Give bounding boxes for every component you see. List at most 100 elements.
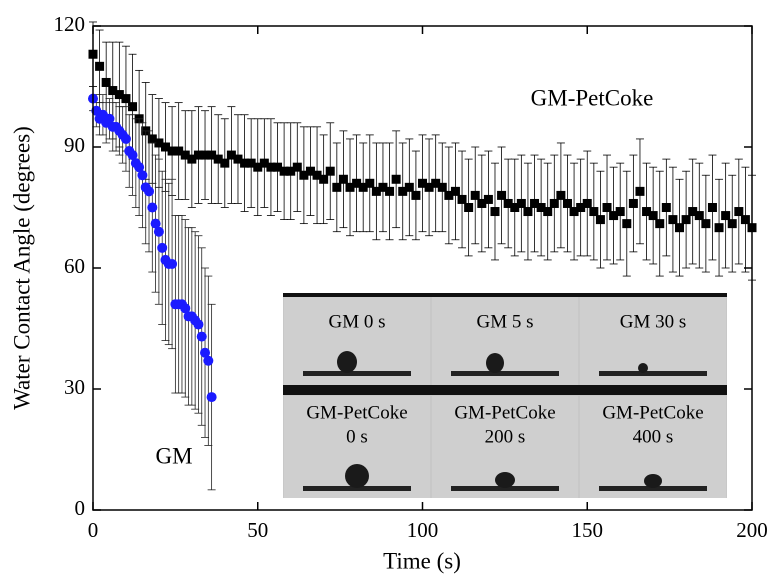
- x-tick-label: 0: [88, 518, 99, 542]
- point: [727, 219, 737, 229]
- point: [497, 190, 507, 200]
- point: [661, 203, 671, 212]
- photo-band: [431, 293, 579, 297]
- point: [734, 207, 744, 217]
- y-tick-label: 90: [64, 133, 85, 157]
- droplet: [486, 353, 504, 373]
- point: [200, 150, 210, 160]
- photo: [580, 293, 726, 395]
- point: [160, 142, 170, 152]
- point: [134, 162, 145, 173]
- point: [569, 207, 579, 217]
- point: [193, 150, 203, 160]
- point: [312, 170, 322, 180]
- droplet: [638, 363, 648, 373]
- point: [286, 166, 296, 176]
- point: [707, 203, 717, 212]
- point: [602, 203, 612, 212]
- point: [207, 150, 217, 160]
- point: [385, 186, 395, 196]
- point: [398, 186, 408, 196]
- point: [187, 154, 197, 164]
- photo: [432, 293, 578, 395]
- photo-band: [579, 293, 727, 297]
- point: [167, 258, 178, 269]
- substrate: [451, 371, 559, 376]
- point: [516, 198, 526, 208]
- annotation: GM: [155, 443, 192, 468]
- point: [365, 178, 375, 188]
- plot-frame: [92, 25, 753, 511]
- point: [694, 211, 704, 221]
- point: [668, 215, 678, 225]
- point: [391, 174, 401, 184]
- point: [431, 178, 441, 188]
- point: [576, 203, 586, 212]
- point: [701, 219, 711, 229]
- point: [530, 198, 540, 208]
- point: [325, 166, 335, 176]
- point: [562, 198, 572, 208]
- point: [477, 198, 487, 208]
- x-axis-label: Time (s): [383, 548, 461, 573]
- point: [220, 158, 230, 168]
- point: [444, 190, 454, 200]
- x-tick-label: 150: [572, 518, 604, 542]
- substrate: [599, 371, 707, 376]
- point: [180, 150, 190, 160]
- point: [615, 207, 625, 217]
- droplet: [345, 464, 369, 488]
- point: [622, 219, 632, 229]
- inset-label: GM 0 s: [328, 311, 385, 332]
- point: [203, 355, 214, 366]
- y-axis-label: Water Contact Angle (degrees): [9, 126, 34, 410]
- point: [213, 154, 223, 164]
- substrate: [451, 486, 559, 491]
- point: [609, 211, 619, 221]
- point: [411, 190, 421, 200]
- photo: [284, 293, 430, 395]
- point: [299, 170, 309, 180]
- photo-band: [431, 385, 579, 395]
- point: [144, 186, 155, 197]
- point: [648, 211, 658, 221]
- point: [101, 77, 111, 87]
- point: [457, 194, 467, 204]
- point: [95, 61, 105, 71]
- photo-band: [283, 293, 431, 297]
- point: [536, 203, 546, 212]
- x-tick-label: 50: [247, 518, 268, 542]
- inset-label: GM-PetCoke: [306, 402, 407, 423]
- point: [688, 207, 698, 217]
- point: [721, 211, 731, 221]
- point: [127, 150, 138, 161]
- droplet: [644, 474, 662, 488]
- inset-label: GM 30 s: [620, 311, 687, 332]
- substrate: [599, 486, 707, 491]
- point: [108, 86, 118, 96]
- x-tick-label: 200: [736, 518, 768, 542]
- point: [352, 178, 362, 188]
- point: [292, 162, 302, 172]
- point: [483, 194, 493, 204]
- point: [233, 154, 243, 164]
- point: [259, 158, 269, 168]
- point: [193, 319, 204, 330]
- annotation: GM-PetCoke: [531, 85, 654, 110]
- point: [137, 170, 148, 181]
- y-tick-label: 0: [75, 496, 86, 520]
- point: [121, 94, 131, 104]
- point: [655, 219, 665, 229]
- substrate: [303, 486, 411, 491]
- y-tick-label: 60: [64, 254, 85, 278]
- point: [582, 198, 592, 208]
- point: [556, 190, 566, 200]
- substrate: [303, 371, 411, 376]
- point: [206, 392, 217, 403]
- point: [273, 162, 283, 172]
- inset-label: GM 5 s: [476, 311, 533, 332]
- y-tick-label: 120: [54, 12, 86, 36]
- point: [424, 182, 434, 192]
- droplet: [337, 351, 357, 373]
